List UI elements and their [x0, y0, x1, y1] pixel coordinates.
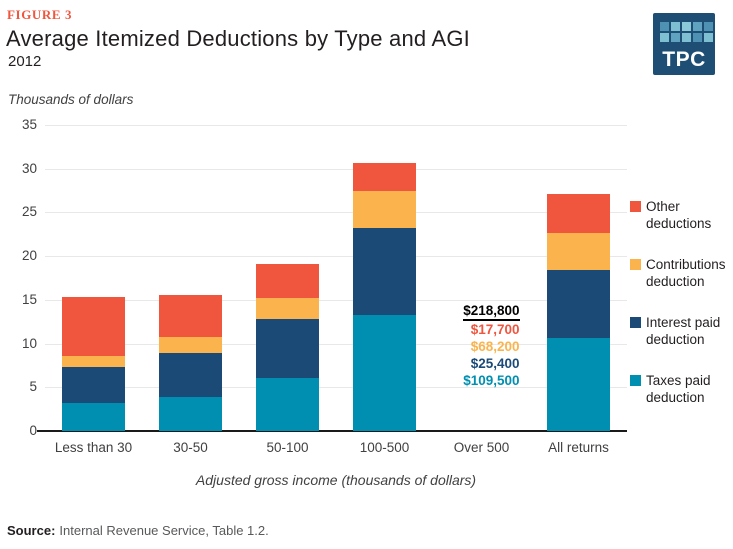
y-tick-label: 35 — [21, 117, 37, 132]
bar-segment-other-deductions — [547, 194, 610, 233]
logo-square-icon — [671, 33, 680, 42]
y-tick-label: 0 — [29, 423, 37, 438]
logo-square-icon — [682, 33, 691, 42]
x-axis-label: 100-500 — [359, 440, 410, 455]
logo-square-icon — [682, 22, 691, 31]
legend-label: Other deductions — [646, 199, 712, 231]
x-axis-label: Less than 30 — [54, 440, 133, 455]
x-axis-title: Adjusted gross income (thousands of doll… — [195, 472, 477, 488]
y-tick-label: 20 — [21, 248, 37, 264]
legend-swatch-icon — [630, 375, 641, 386]
offscale-value: $25,400 — [470, 356, 520, 371]
bar-segment-contributions-deduction — [547, 232, 610, 271]
chart-subtitle: 2012 — [8, 53, 42, 70]
bar-less-than-30 — [62, 297, 125, 431]
y-tick-label: 25 — [21, 204, 37, 220]
gridline — [45, 299, 627, 301]
legend-item: Interest paid deduction — [630, 314, 732, 348]
legend-swatch-icon — [630, 259, 641, 270]
offscale-value: $68,200 — [470, 339, 520, 354]
gridline — [45, 343, 627, 345]
legend-swatch-icon — [630, 201, 641, 212]
bar-100-500 — [353, 162, 416, 431]
logo-square-icon — [693, 22, 702, 31]
gridline — [45, 212, 627, 214]
bar-segment-interest-paid-deduction — [353, 228, 416, 315]
logo-square-icon — [704, 33, 713, 42]
chart-title: Average Itemized Deductions by Type and … — [6, 26, 470, 51]
logo-square-icon — [660, 22, 669, 31]
plot-area: 0 5 10 15 20 25 30 35 Less than 30 30-50 50-100 100… — [22, 117, 627, 455]
x-axis-label: Over 500 — [453, 440, 510, 455]
bar-segment-taxes-paid-deduction — [62, 403, 125, 431]
gridline — [45, 125, 627, 126]
x-axis-line — [37, 430, 627, 432]
bar-segment-other-deductions — [62, 297, 125, 356]
bar-segment-interest-paid-deduction — [547, 270, 610, 339]
y-axis-title: Thousands of dollars — [8, 92, 134, 107]
bar-segment-taxes-paid-deduction — [353, 314, 416, 431]
legend-item: Contributions deduction — [630, 256, 732, 290]
x-axis-label: 50-100 — [266, 440, 309, 455]
gridline — [45, 168, 627, 170]
x-axis-label: All returns — [548, 440, 609, 455]
bar-segment-taxes-paid-deduction — [256, 377, 319, 431]
x-axis-label: 30-50 — [173, 440, 208, 455]
bar-segment-contributions-deduction — [353, 190, 416, 229]
logo-square-icon — [693, 33, 702, 42]
tpc-logo-grid-icon — [660, 22, 713, 42]
bar-segment-other-deductions — [353, 162, 416, 191]
offscale-value: $109,500 — [463, 373, 520, 388]
figure-label: FIGURE 3 — [7, 7, 73, 22]
bar-30-50 — [159, 294, 222, 431]
offscale-value: $17,700 — [470, 322, 520, 337]
y-tick-label: 5 — [29, 379, 37, 395]
offscale-value: $218,800 — [430, 302, 520, 321]
bar-segment-contributions-deduction — [159, 337, 222, 354]
y-tick-label: 15 — [21, 291, 37, 307]
bar-segment-other-deductions — [256, 264, 319, 299]
y-tick-label: 10 — [21, 335, 37, 351]
bar-segment-taxes-paid-deduction — [547, 338, 610, 431]
logo-square-icon — [660, 33, 669, 42]
bar-segment-interest-paid-deduction — [62, 367, 125, 404]
legend-label: Taxes paid deduction — [646, 373, 711, 405]
legend: Other deductions Contributions deduction I… — [630, 198, 732, 430]
source-note: Source: Internal Revenue Service, Table 1… — [7, 523, 269, 538]
bar-segment-other-deductions — [159, 294, 222, 338]
offscale-values-over-500: $218,800 $17,700 $68,200 $25,400 $109,500 — [430, 302, 520, 389]
gridline — [45, 387, 627, 389]
bar-segment-contributions-deduction — [256, 298, 319, 320]
source-text: Internal Revenue Service, Table 1.2. — [59, 523, 269, 538]
legend-item: Taxes paid deduction — [630, 372, 732, 406]
bar-50-100 — [256, 264, 319, 431]
bar-segment-interest-paid-deduction — [159, 353, 222, 397]
legend-label: Interest paid deduction — [646, 315, 721, 347]
bar-segment-taxes-paid-deduction — [159, 396, 222, 431]
tpc-logo: TPC — [653, 13, 715, 75]
logo-square-icon — [671, 22, 680, 31]
source-label: Source: — [7, 523, 56, 538]
legend-label: Contributions deduction — [646, 257, 726, 289]
y-tick-label: 30 — [21, 160, 37, 176]
legend-item: Other deductions — [630, 198, 732, 232]
logo-square-icon — [704, 22, 713, 31]
legend-swatch-icon — [630, 317, 641, 328]
gridline — [45, 256, 627, 258]
bar-all-returns — [547, 194, 610, 431]
tpc-logo-text: TPC — [662, 48, 706, 71]
bar-segment-interest-paid-deduction — [256, 319, 319, 378]
bar-segment-contributions-deduction — [62, 355, 125, 368]
